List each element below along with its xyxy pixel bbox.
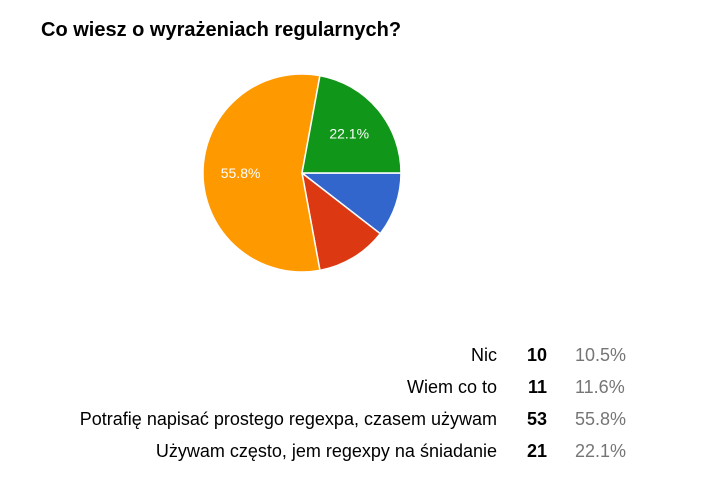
legend-label: Używam często, jem regexpy na śniadanie [155,441,497,461]
legend-percent: 11.6% [575,377,625,397]
legend-row-potrafie: Potrafię napisać prostego regexpa, czase… [0,404,720,434]
legend-percent: 55.8% [575,409,627,429]
legend-label: Potrafię napisać prostego regexpa, czase… [79,409,497,429]
legend-label: Nic [471,345,497,365]
legend-label: Wiem co to [406,377,497,397]
pie-slice [301,74,402,174]
legend-count: 53 [526,409,547,429]
pie-slice [300,171,382,272]
legend-count: 21 [526,441,547,461]
legend-count: 10 [526,345,547,365]
pie-slice-label: 22.1% [329,126,369,142]
legend-count: 11 [527,377,547,397]
pie-chart: 55.8% 22.1% [202,73,402,273]
pie-slice-label: 55.8% [221,165,261,181]
legend-row-uzywam-czesto: Używam często, jem regexpy na śniadanie … [0,436,720,466]
legend-percent: 10.5% [575,345,627,365]
pie-slice [202,73,321,273]
legend-percent: 22.1% [575,441,627,461]
chart-title: Co wiesz o wyrażeniach regularnych? [41,19,402,41]
legend-row-nic: Nic 10 10.5% [0,340,720,370]
legend-row-wiem-co-to: Wiem co to 11 11.6% [0,372,720,402]
